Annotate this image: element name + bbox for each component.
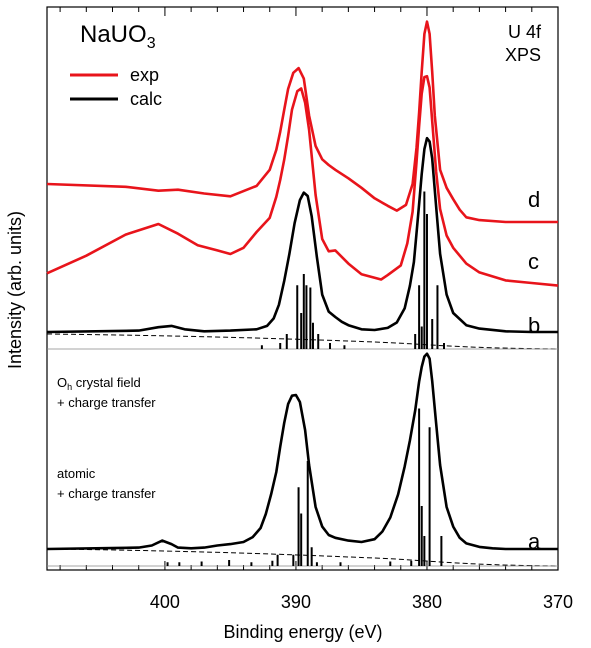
- x-tick-labels: 400 390 380 370: [150, 592, 573, 612]
- stick-spectra: [166, 191, 446, 566]
- x-tick-label-400: 400: [150, 592, 180, 612]
- x-axis-label: Binding energy (eV): [223, 622, 382, 642]
- legend: exp calc: [70, 65, 162, 109]
- curves: [46, 20, 559, 567]
- annotation-crystal-field-o: O: [57, 375, 67, 390]
- annotation-crystal-field-sub: h: [67, 382, 72, 392]
- x-tick-label-390: 390: [281, 592, 311, 612]
- background-dashed-a: [46, 548, 559, 567]
- annotation-crystal-field-line2: + charge transfer: [57, 395, 156, 410]
- corner-label-line1: U 4f: [508, 22, 542, 42]
- legend-label-exp: exp: [130, 65, 159, 85]
- x-axis-ticks: [59, 7, 559, 570]
- series-d: [46, 20, 558, 224]
- chart-title-main: NaUO: [80, 21, 147, 48]
- curve-label-c: c: [528, 249, 539, 274]
- series-b: [46, 136, 558, 334]
- annotation-atomic-line2: + charge transfer: [57, 486, 156, 501]
- series-c: [46, 74, 559, 287]
- annotation-atomic-line1: atomic: [57, 466, 96, 481]
- plot-frame: [46, 6, 559, 571]
- y-axis-label: Intensity (arb. units): [5, 211, 25, 369]
- background-dashed-b: [46, 333, 559, 350]
- corner-label-line2: XPS: [505, 45, 541, 65]
- chart-title: NaUO3: [80, 21, 156, 52]
- curve-label-a: a: [528, 529, 541, 554]
- curve-label-b: b: [528, 313, 540, 338]
- series-a: [46, 352, 558, 551]
- annotation-crystal-field: Oh crystal field: [57, 375, 141, 392]
- chart-title-subscript: 3: [147, 35, 156, 52]
- curve-label-d: d: [528, 187, 540, 212]
- legend-label-calc: calc: [130, 89, 162, 109]
- x-tick-label-380: 380: [412, 592, 442, 612]
- x-tick-label-370: 370: [543, 592, 573, 612]
- annotation-crystal-field-rest: crystal field: [72, 375, 141, 390]
